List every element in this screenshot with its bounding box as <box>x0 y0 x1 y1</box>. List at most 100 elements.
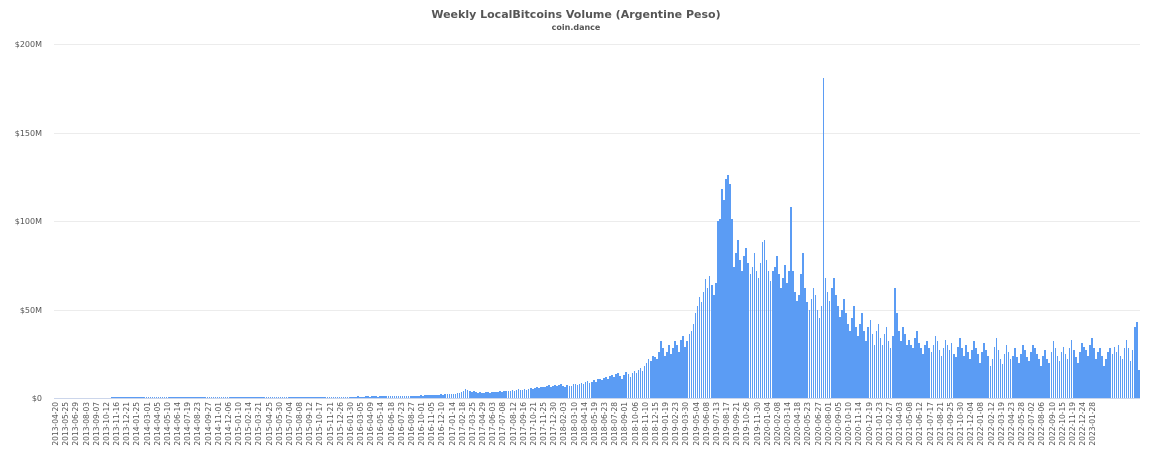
bar[interactable] <box>721 189 723 398</box>
bar[interactable] <box>692 323 695 398</box>
bar[interactable] <box>814 295 817 398</box>
bar[interactable] <box>674 341 676 398</box>
bar[interactable] <box>192 397 194 398</box>
bar[interactable] <box>609 375 611 398</box>
bar[interactable] <box>487 391 489 398</box>
bar[interactable] <box>450 393 453 398</box>
bar[interactable] <box>605 376 607 398</box>
bar[interactable] <box>348 396 351 398</box>
bar[interactable] <box>991 359 994 398</box>
bar[interactable] <box>1107 351 1110 398</box>
bar[interactable] <box>1024 350 1026 398</box>
bar[interactable] <box>121 397 123 398</box>
bar[interactable] <box>483 393 485 398</box>
bar[interactable] <box>523 388 526 398</box>
bar[interactable] <box>159 397 162 398</box>
bar[interactable] <box>558 385 560 398</box>
bar[interactable] <box>1036 353 1038 398</box>
bar[interactable] <box>527 388 530 398</box>
bar[interactable] <box>82 397 85 398</box>
bar[interactable] <box>1048 362 1051 398</box>
bar[interactable] <box>281 396 284 398</box>
bar[interactable] <box>416 395 418 398</box>
bar[interactable] <box>525 389 528 398</box>
bar[interactable] <box>98 397 101 398</box>
bar[interactable] <box>1076 362 1079 398</box>
bar[interactable] <box>1105 359 1108 398</box>
bar[interactable] <box>1135 321 1138 398</box>
bar[interactable] <box>952 353 955 398</box>
bar[interactable] <box>334 396 337 398</box>
bar[interactable] <box>788 270 790 398</box>
bar[interactable] <box>830 288 833 398</box>
bar[interactable] <box>849 330 851 398</box>
bar[interactable] <box>782 277 784 398</box>
bar[interactable] <box>352 396 355 398</box>
bar[interactable] <box>741 270 744 398</box>
bar[interactable] <box>757 277 760 398</box>
bar[interactable] <box>324 396 327 398</box>
bar[interactable] <box>56 397 58 398</box>
bar[interactable] <box>214 397 217 398</box>
bar[interactable] <box>1007 351 1010 398</box>
bar[interactable] <box>176 397 178 398</box>
bar[interactable] <box>90 397 93 398</box>
bar[interactable] <box>893 288 896 398</box>
bar[interactable] <box>922 353 925 398</box>
bar[interactable] <box>1133 327 1136 398</box>
bar[interactable] <box>405 396 408 398</box>
bar[interactable] <box>216 397 219 398</box>
bar[interactable] <box>737 240 739 398</box>
bar[interactable] <box>1091 337 1093 398</box>
bar[interactable] <box>631 373 634 398</box>
bar[interactable] <box>743 256 746 398</box>
bar[interactable] <box>385 396 388 398</box>
bar[interactable] <box>576 384 579 398</box>
bar[interactable] <box>1056 355 1059 398</box>
bar[interactable] <box>377 396 379 398</box>
bar[interactable] <box>68 397 70 398</box>
bar[interactable] <box>570 385 573 398</box>
bar[interactable] <box>428 395 430 398</box>
bar[interactable] <box>1054 348 1057 398</box>
bar[interactable] <box>194 397 196 398</box>
bar[interactable] <box>708 275 711 398</box>
bar[interactable] <box>269 397 272 398</box>
bar[interactable] <box>74 397 76 398</box>
bar[interactable] <box>302 396 304 398</box>
bar[interactable] <box>438 394 440 398</box>
bar[interactable] <box>180 397 182 398</box>
bar[interactable] <box>885 327 888 398</box>
bar[interactable] <box>1001 364 1004 398</box>
bar[interactable] <box>232 397 235 398</box>
bar[interactable] <box>1015 357 1018 398</box>
bar[interactable] <box>1081 343 1083 398</box>
bar[interactable] <box>582 383 585 398</box>
bar[interactable] <box>995 337 998 398</box>
bar[interactable] <box>649 360 652 398</box>
bar[interactable] <box>100 397 103 398</box>
bar[interactable] <box>1040 366 1042 398</box>
bar[interactable] <box>637 369 640 398</box>
bar[interactable] <box>759 263 762 398</box>
bar[interactable] <box>867 327 870 398</box>
bar[interactable] <box>444 394 447 398</box>
bar[interactable] <box>969 359 971 398</box>
bar[interactable] <box>381 396 384 398</box>
bar[interactable] <box>989 366 992 398</box>
bar[interactable] <box>658 351 660 398</box>
bar[interactable] <box>924 344 927 398</box>
bar[interactable] <box>153 397 156 398</box>
bar[interactable] <box>1115 351 1118 398</box>
bar[interactable] <box>902 327 904 398</box>
bar[interactable] <box>623 375 626 398</box>
bar[interactable] <box>961 348 963 398</box>
bar[interactable] <box>322 396 325 398</box>
bar[interactable] <box>499 391 501 398</box>
bar[interactable] <box>332 396 335 398</box>
bar[interactable] <box>495 392 497 398</box>
bar[interactable] <box>790 206 792 398</box>
bar[interactable] <box>472 391 475 398</box>
bar[interactable] <box>80 397 83 398</box>
bar[interactable] <box>983 343 986 398</box>
